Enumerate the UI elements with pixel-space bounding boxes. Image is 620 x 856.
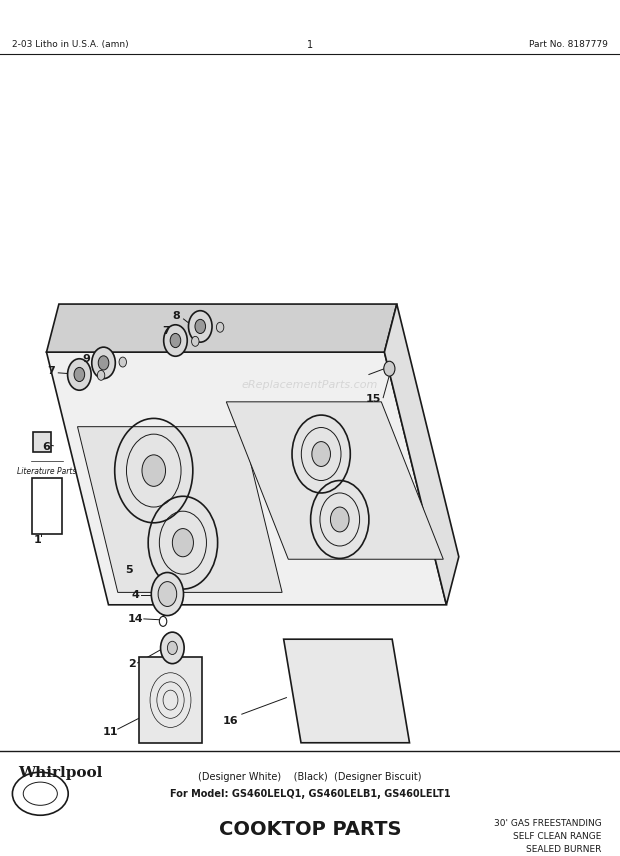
Polygon shape [384, 304, 459, 605]
Text: For Model: GS460LELQ1, GS460LELB1, GS460LELT1: For Model: GS460LELQ1, GS460LELB1, GS460… [170, 788, 450, 799]
Text: COOKTOP PARTS: COOKTOP PARTS [219, 820, 401, 839]
Text: 6: 6 [43, 443, 50, 452]
Text: 14: 14 [127, 614, 143, 624]
Circle shape [216, 323, 224, 332]
Text: 30' GAS FREESTANDING
SELF CLEAN RANGE
SEALED BURNER: 30' GAS FREESTANDING SELF CLEAN RANGE SE… [494, 818, 601, 854]
Text: 15: 15 [366, 394, 381, 403]
Circle shape [92, 348, 115, 378]
Circle shape [195, 319, 206, 334]
Circle shape [188, 311, 212, 342]
Text: Part No. 8187779: Part No. 8187779 [529, 39, 608, 49]
FancyBboxPatch shape [32, 478, 62, 534]
Circle shape [172, 529, 193, 556]
Circle shape [142, 455, 166, 486]
Text: 11: 11 [103, 727, 118, 736]
Polygon shape [46, 352, 446, 605]
Circle shape [312, 442, 330, 467]
Circle shape [192, 336, 199, 347]
Text: eReplacementParts.com: eReplacementParts.com [242, 380, 378, 390]
Text: 1: 1 [33, 535, 41, 545]
Circle shape [159, 616, 167, 627]
Circle shape [330, 507, 349, 532]
Text: 7: 7 [47, 366, 55, 376]
Circle shape [161, 632, 184, 663]
Circle shape [158, 581, 177, 606]
Circle shape [68, 359, 91, 390]
Circle shape [170, 334, 181, 348]
Polygon shape [78, 426, 282, 592]
Circle shape [74, 367, 85, 382]
Text: 5: 5 [125, 565, 133, 575]
Text: 7: 7 [162, 326, 170, 336]
Polygon shape [46, 304, 397, 352]
Circle shape [119, 357, 126, 367]
Circle shape [97, 371, 105, 380]
Text: 1: 1 [307, 39, 313, 50]
Polygon shape [226, 401, 443, 559]
Polygon shape [284, 639, 410, 743]
Circle shape [167, 641, 177, 655]
Text: Literature Parts: Literature Parts [17, 467, 77, 476]
Text: 2: 2 [128, 659, 136, 669]
Text: 8: 8 [173, 312, 180, 322]
Text: 2-03 Litho in U.S.A. (amn): 2-03 Litho in U.S.A. (amn) [12, 39, 129, 49]
Circle shape [164, 324, 187, 356]
Text: Whirlpool: Whirlpool [19, 766, 103, 781]
FancyBboxPatch shape [33, 431, 51, 451]
Circle shape [384, 361, 395, 376]
Circle shape [151, 573, 184, 615]
Text: 16: 16 [223, 716, 239, 726]
FancyBboxPatch shape [139, 657, 202, 743]
Text: 9: 9 [83, 354, 91, 364]
Text: 4: 4 [131, 590, 139, 600]
Text: (Designer White)    (Black)  (Designer Biscuit): (Designer White) (Black) (Designer Biscu… [198, 772, 422, 782]
Circle shape [98, 356, 109, 370]
